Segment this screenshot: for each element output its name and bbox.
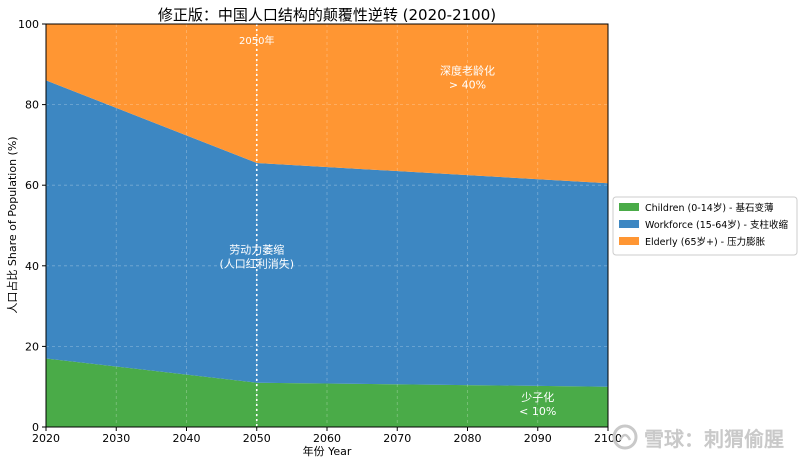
- area-series-2: [46, 24, 608, 184]
- reference-line-label: 2050年: [239, 34, 274, 47]
- annotation-line: < 10%: [519, 405, 556, 418]
- legend-label: Elderly (65岁+) - 压力膨胀: [645, 236, 766, 248]
- x-tick-label: 2060: [313, 432, 341, 445]
- annotation-line: 深度老龄化: [440, 63, 495, 77]
- chart-legend: Children (0-14岁) - 基石变薄 Workforce (15-64岁…: [612, 196, 798, 256]
- y-tick-label: 0: [32, 421, 39, 434]
- legend-box: [612, 196, 798, 256]
- annotation-0: 深度老龄化> 40%: [440, 63, 495, 91]
- x-tick-label: 2070: [383, 432, 411, 445]
- annotation-1: 劳动力萎缩(人口红利消失): [219, 244, 294, 271]
- watermark: 雪球：刺猬偷腥: [612, 420, 784, 454]
- annotation-line: 劳动力萎缩: [229, 244, 284, 257]
- legend-swatch: [619, 203, 639, 211]
- area-series-1: [46, 80, 608, 387]
- area-series-0: [46, 358, 608, 427]
- x-axis-label: 年份 Year: [303, 444, 352, 458]
- annotation-line: 少子化: [521, 390, 554, 404]
- annotation-line: (人口红利消失): [219, 257, 294, 271]
- x-tick-label: 2040: [173, 432, 201, 445]
- legend-swatch: [619, 220, 639, 228]
- annotation-line: > 40%: [449, 78, 486, 91]
- snowball-logo-icon: [612, 424, 638, 450]
- y-tick-label: 60: [25, 179, 39, 192]
- annotation-2: 少子化< 10%: [519, 390, 556, 418]
- x-tick-label: 2030: [102, 432, 130, 445]
- chart-title: 修正版：中国人口结构的颠覆性逆转 (2020-2100): [158, 6, 496, 24]
- y-tick-label: 100: [18, 18, 39, 31]
- watermark-text: 雪球：刺猬偷腥: [644, 426, 784, 451]
- y-tick-label: 20: [25, 340, 39, 353]
- y-tick-label: 40: [25, 260, 39, 273]
- legend-label: Children (0-14岁) - 基石变薄: [645, 202, 774, 214]
- x-tick-label: 2050: [243, 432, 271, 445]
- x-tick-label: 2090: [524, 432, 552, 445]
- legend-swatch: [619, 237, 639, 245]
- x-tick-label: 2080: [454, 432, 482, 445]
- x-tick-label: 2020: [32, 432, 60, 445]
- legend-label: Workforce (15-64岁) - 支柱收缩: [645, 219, 788, 231]
- y-axis-label: 人口占比 Share of Population (%): [5, 136, 19, 313]
- y-tick-label: 80: [25, 99, 39, 112]
